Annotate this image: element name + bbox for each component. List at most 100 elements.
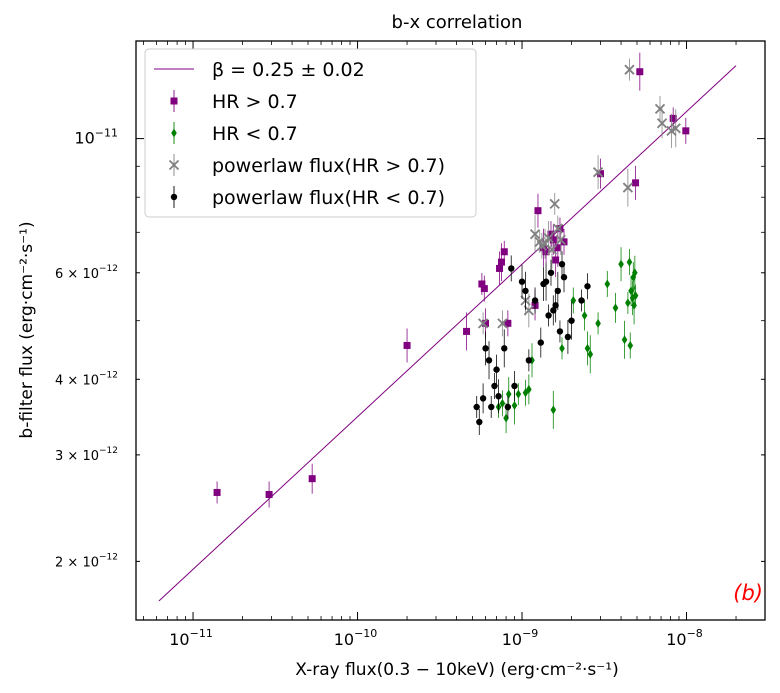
data-point bbox=[480, 285, 488, 293]
x-tick-label: 10−11 bbox=[169, 627, 213, 649]
data-point bbox=[568, 317, 575, 324]
data-point bbox=[631, 300, 637, 310]
tick-layer: 10−11 10−10 10−9 10−8 10−11 6 × 10−12 4 × 10−1… bbox=[55, 41, 765, 649]
data-point bbox=[504, 403, 512, 411]
legend-label: β = 0.25 ± 0.02 bbox=[212, 59, 365, 81]
data-point bbox=[482, 319, 490, 327]
data-point bbox=[479, 395, 487, 402]
data-point bbox=[670, 123, 681, 134]
data-point bbox=[522, 287, 529, 295]
data-point bbox=[584, 343, 591, 353]
data-point bbox=[554, 287, 562, 295]
data-point bbox=[499, 398, 506, 408]
data-point bbox=[308, 475, 316, 483]
data-point bbox=[515, 389, 522, 399]
data-point bbox=[555, 234, 566, 246]
data-point bbox=[488, 403, 495, 411]
data-point bbox=[537, 339, 544, 346]
data-point bbox=[534, 207, 542, 215]
series-layer bbox=[158, 52, 737, 602]
data-point bbox=[529, 229, 541, 240]
legend-label: powerlaw flux(HR < 0.7) bbox=[212, 187, 445, 209]
data-point bbox=[542, 248, 550, 256]
y-tick-label: 6 × 10−12 bbox=[55, 264, 118, 282]
data-point bbox=[556, 225, 564, 233]
data-point bbox=[505, 389, 512, 399]
data-point bbox=[511, 382, 518, 390]
y-tick-label: 3 × 10−12 bbox=[55, 446, 118, 464]
data-point bbox=[626, 257, 633, 267]
series-4 bbox=[473, 251, 591, 435]
data-point bbox=[559, 343, 565, 353]
data-point bbox=[482, 345, 489, 352]
data-point bbox=[625, 298, 631, 308]
data-point bbox=[632, 291, 639, 301]
data-point bbox=[463, 327, 471, 335]
x-axis-label: X-ray flux(0.3 − 10keV) (erg·cm⁻²·s⁻¹) bbox=[295, 660, 618, 680]
data-point bbox=[636, 68, 644, 76]
data-point bbox=[552, 302, 559, 309]
data-point bbox=[550, 405, 557, 415]
data-point bbox=[570, 295, 577, 305]
data-point bbox=[549, 198, 560, 210]
data-point bbox=[578, 297, 585, 304]
legend-label: powerlaw flux(HR > 0.7) bbox=[212, 155, 445, 177]
data-point bbox=[493, 366, 500, 373]
data-point bbox=[554, 244, 562, 252]
data-point bbox=[549, 236, 557, 244]
data-point bbox=[495, 393, 502, 400]
data-point bbox=[531, 297, 539, 304]
data-point bbox=[497, 318, 508, 329]
data-point bbox=[213, 488, 221, 496]
data-point bbox=[632, 268, 638, 278]
x-tick-label: 10−9 bbox=[502, 627, 539, 649]
data-point bbox=[604, 279, 611, 289]
data-point bbox=[656, 118, 668, 129]
data-point bbox=[556, 328, 564, 335]
data-point bbox=[621, 335, 628, 345]
data-point bbox=[265, 490, 273, 498]
data-point bbox=[497, 258, 505, 266]
legend-marker bbox=[168, 159, 180, 171]
data-point bbox=[560, 238, 568, 246]
legend-marker bbox=[170, 97, 178, 105]
data-point bbox=[501, 345, 508, 352]
data-point bbox=[550, 307, 557, 314]
data-point bbox=[669, 114, 677, 122]
legend-label: HR > 0.7 bbox=[212, 91, 298, 113]
data-point bbox=[477, 318, 489, 329]
data-point bbox=[654, 103, 666, 114]
fit-line bbox=[158, 65, 737, 602]
data-point bbox=[592, 167, 604, 178]
legend: β = 0.25 ± 0.02 HR > 0.7 HR < 0.7 powerlaw … bbox=[144, 48, 477, 218]
legend-box bbox=[144, 48, 477, 218]
legend-label: HR < 0.7 bbox=[212, 123, 298, 145]
legend-marker bbox=[171, 128, 177, 138]
data-point bbox=[485, 357, 493, 364]
y-tick-label: 4 × 10−12 bbox=[55, 370, 118, 388]
data-point bbox=[478, 280, 486, 288]
data-point bbox=[595, 318, 601, 328]
chart-title: b-x correlation bbox=[392, 12, 523, 33]
data-point bbox=[518, 278, 526, 285]
data-point bbox=[624, 64, 635, 75]
data-point bbox=[508, 265, 515, 272]
data-point bbox=[525, 357, 533, 364]
series-2 bbox=[495, 247, 639, 434]
data-point bbox=[682, 127, 690, 135]
data-point bbox=[542, 278, 550, 285]
x-tick-label: 10−8 bbox=[666, 627, 703, 649]
data-point bbox=[632, 179, 640, 187]
x-tick-label: 10−10 bbox=[334, 627, 378, 649]
data-point bbox=[581, 310, 588, 320]
y-tick-label: 2 × 10−12 bbox=[55, 552, 118, 570]
data-point bbox=[630, 272, 637, 282]
plot-frame bbox=[135, 40, 766, 621]
data-point bbox=[500, 248, 508, 256]
data-point bbox=[618, 259, 624, 269]
data-point bbox=[560, 274, 568, 281]
panel-annotation: (b) bbox=[733, 581, 763, 605]
data-point bbox=[511, 401, 518, 411]
data-point bbox=[545, 312, 552, 319]
